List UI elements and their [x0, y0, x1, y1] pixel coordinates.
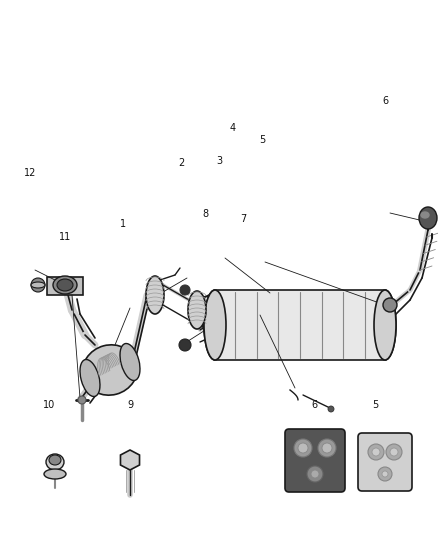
Circle shape [368, 444, 384, 460]
Ellipse shape [44, 469, 66, 479]
Circle shape [372, 448, 380, 456]
Ellipse shape [83, 345, 138, 395]
Ellipse shape [419, 207, 437, 229]
Circle shape [386, 444, 402, 460]
Text: 3: 3 [216, 156, 222, 166]
Circle shape [378, 467, 392, 481]
Ellipse shape [57, 279, 73, 291]
Text: 12: 12 [24, 168, 36, 178]
Circle shape [307, 466, 323, 482]
Circle shape [311, 470, 319, 478]
Circle shape [328, 406, 334, 412]
Polygon shape [215, 290, 385, 360]
Ellipse shape [49, 455, 61, 465]
Circle shape [31, 278, 45, 292]
Ellipse shape [53, 276, 77, 294]
Polygon shape [47, 277, 83, 295]
Text: 6: 6 [311, 400, 318, 410]
Circle shape [382, 471, 388, 477]
Ellipse shape [120, 343, 140, 381]
Polygon shape [120, 450, 140, 470]
Text: 9: 9 [127, 400, 134, 410]
Text: 1: 1 [120, 219, 126, 229]
Ellipse shape [204, 290, 226, 360]
Ellipse shape [374, 290, 396, 360]
Text: 7: 7 [240, 214, 246, 223]
Circle shape [322, 443, 332, 453]
Text: 5: 5 [373, 400, 379, 410]
Ellipse shape [31, 282, 45, 288]
Text: 8: 8 [202, 209, 208, 219]
Circle shape [383, 298, 397, 312]
FancyBboxPatch shape [285, 429, 345, 492]
Ellipse shape [80, 359, 100, 397]
Circle shape [179, 339, 191, 351]
Circle shape [390, 448, 398, 456]
Text: 4: 4 [229, 123, 235, 133]
FancyBboxPatch shape [358, 433, 412, 491]
Circle shape [298, 443, 308, 453]
Circle shape [180, 285, 190, 295]
Text: 10: 10 [43, 400, 55, 410]
Ellipse shape [146, 276, 164, 314]
Circle shape [294, 439, 312, 457]
Ellipse shape [421, 212, 429, 218]
Ellipse shape [46, 454, 64, 470]
Text: 5: 5 [259, 135, 265, 144]
Text: 6: 6 [382, 96, 389, 106]
Text: 11: 11 [59, 232, 71, 242]
Text: 2: 2 [179, 158, 185, 167]
Ellipse shape [188, 291, 206, 329]
Circle shape [318, 439, 336, 457]
Circle shape [78, 396, 86, 404]
